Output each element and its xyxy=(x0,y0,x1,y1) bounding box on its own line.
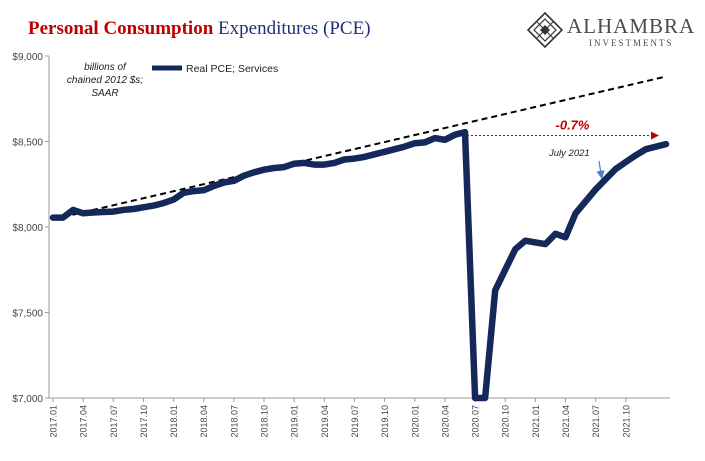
y-tick-label: $8,000 xyxy=(12,223,43,234)
title-part-2: Expenditures (PCE) xyxy=(213,18,371,39)
logo-subtitle: INVESTMENTS xyxy=(589,38,674,48)
series-layer xyxy=(49,75,670,402)
series-line-real-pce-services xyxy=(49,128,670,402)
x-tick-label: 2019.01 xyxy=(290,405,300,438)
x-tick-label: 2021.07 xyxy=(591,405,601,438)
trend-line xyxy=(52,75,667,221)
x-tick-label: 2019.04 xyxy=(320,405,330,438)
x-tick-label: 2018.04 xyxy=(199,405,209,438)
x-tick-label: 2021.01 xyxy=(531,405,541,438)
chart-title: Personal Consumption Expenditures (PCE) xyxy=(28,18,371,40)
x-tick-label: 2020.07 xyxy=(471,405,481,438)
logo-name: ALHAMBRA xyxy=(567,14,696,38)
y-axis-label-line: SAAR xyxy=(91,88,118,99)
y-tick-label: $9,000 xyxy=(12,52,43,63)
y-axis-label-line: billions of xyxy=(84,62,127,73)
x-tick-label: 2021.10 xyxy=(621,405,631,438)
y-tick-label: $7,000 xyxy=(12,394,43,405)
x-tick-label: 2017.10 xyxy=(139,405,149,438)
x-tick-label: 2021.04 xyxy=(561,405,571,438)
july-2021-label: July 2021 xyxy=(548,148,590,159)
x-tick-label: 2018.01 xyxy=(169,405,179,438)
july-2021-arrow xyxy=(596,160,605,180)
x-tick-label: 2017.07 xyxy=(109,405,119,438)
title-part-1: Personal Consumption xyxy=(28,18,214,39)
x-tick-label: 2020.01 xyxy=(410,405,420,438)
x-tick-label: 2019.10 xyxy=(380,405,390,438)
x-tick-label: 2019.07 xyxy=(350,405,360,438)
x-tick-label: 2018.07 xyxy=(229,405,239,438)
y-axis-label: billions of chained 2012 $s; SAAR xyxy=(67,62,143,99)
x-tick-label: 2020.10 xyxy=(501,405,511,438)
x-tick-label: 2017.04 xyxy=(79,405,89,438)
axes: $7,000 $7,500 $8,000 $8,500 $9,000 2017.01 201… xyxy=(12,52,670,438)
gap-percent-label: -0.7% xyxy=(556,118,590,133)
y-tick-label: $8,500 xyxy=(12,138,43,149)
x-tick-label: 2018.10 xyxy=(260,405,270,438)
annotations: -0.7% July 2021 xyxy=(467,118,659,180)
y-axis-label-line: chained 2012 $s; xyxy=(67,75,143,86)
y-tick-label: $7,500 xyxy=(12,309,43,320)
legend-label: Real PCE; Services xyxy=(186,63,278,75)
x-tick-label: 2017.01 xyxy=(49,405,59,438)
diamond-lattice-icon xyxy=(527,12,563,48)
x-tick-label: 2020.04 xyxy=(440,405,450,438)
legend: Real PCE; Services xyxy=(152,63,278,75)
brand-logo: ALHAMBRA INVESTMENTS xyxy=(527,10,697,50)
